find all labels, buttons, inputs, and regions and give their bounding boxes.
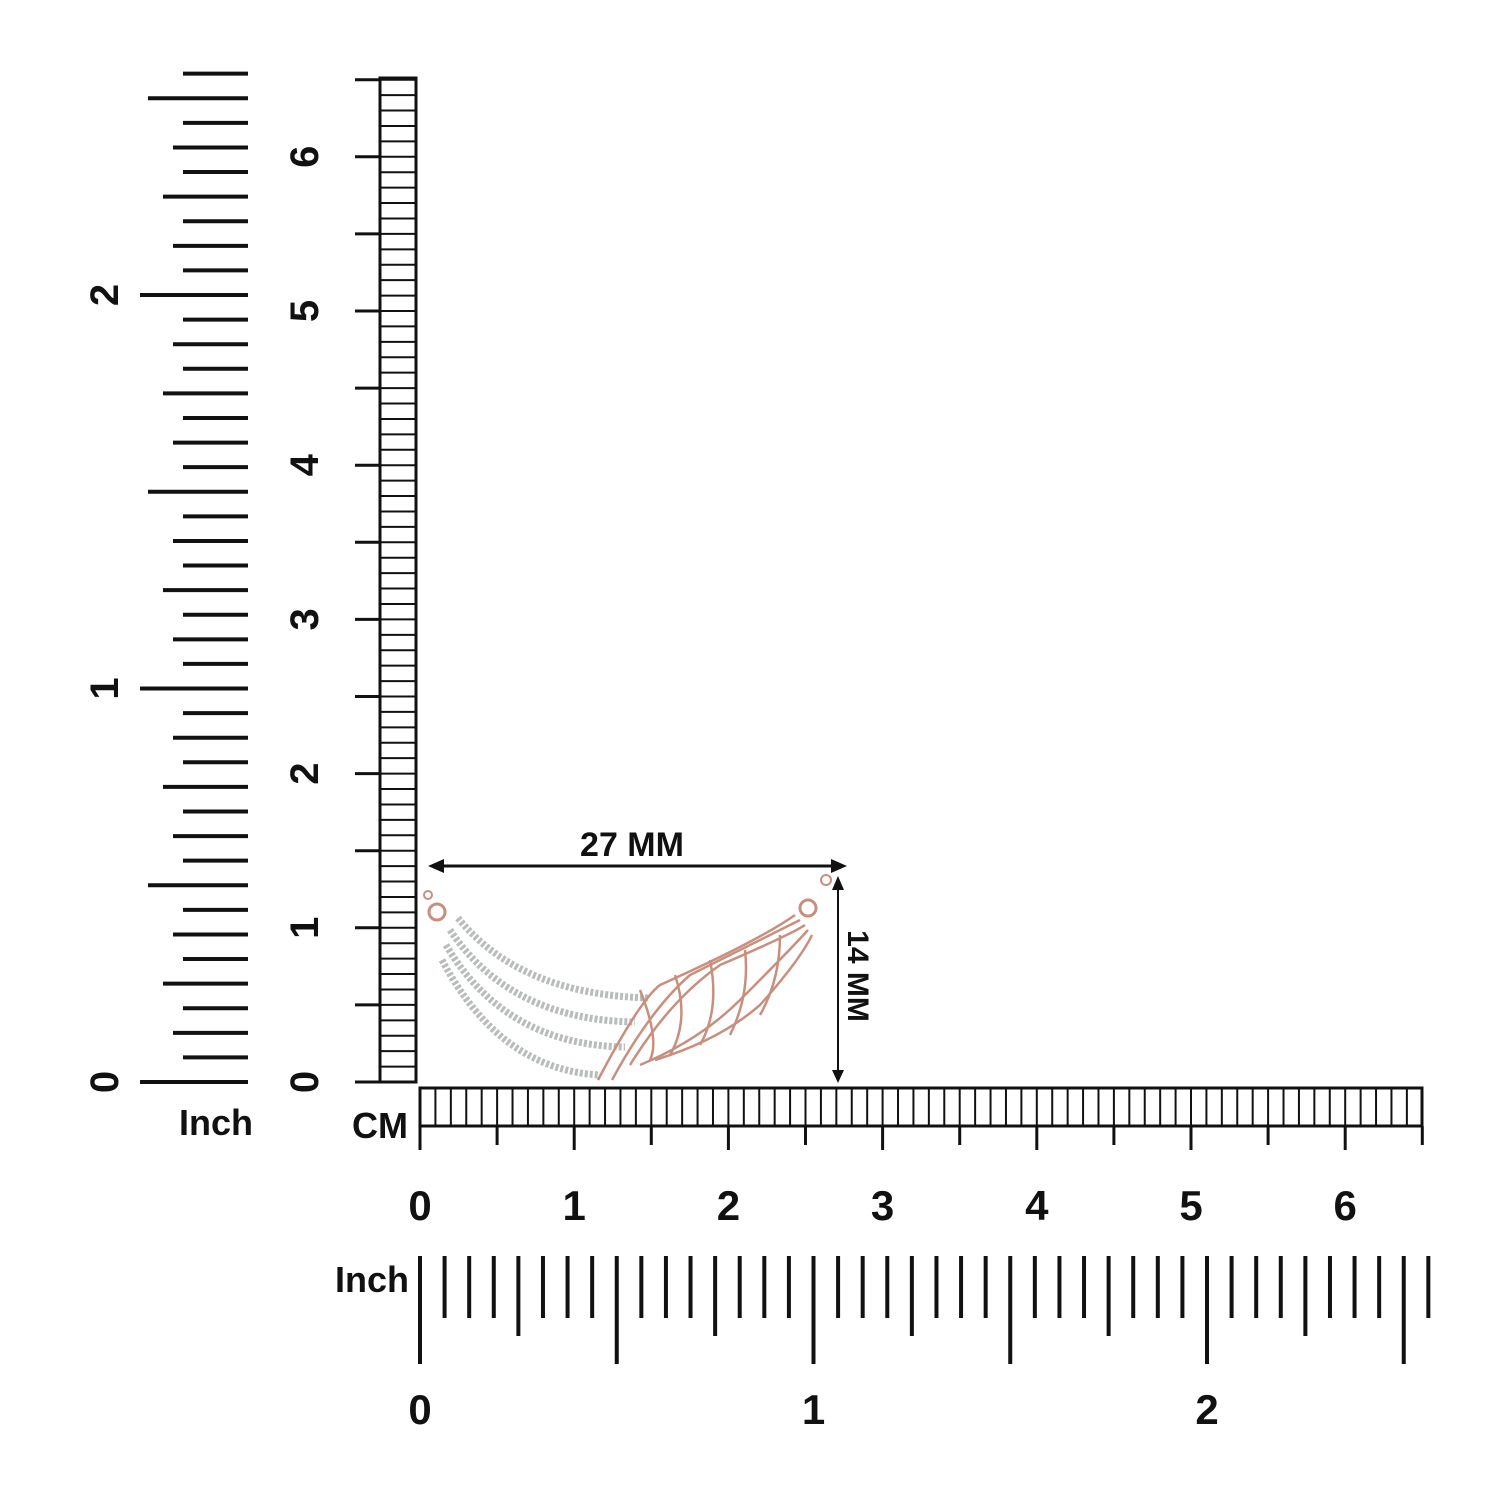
cm-tick-label: 6	[283, 146, 327, 168]
cm-tick-label: 1	[563, 1182, 586, 1229]
cm-tick-label: 2	[717, 1182, 740, 1229]
left-inch-label: Inch	[179, 1102, 253, 1143]
height-label: 14 MM	[841, 930, 874, 1022]
inch-tick-label: 0	[408, 1386, 431, 1433]
cm-tick-label: 0	[283, 1071, 327, 1093]
cm-tick-label: 1	[283, 917, 327, 939]
cm-tick-label: 5	[1179, 1182, 1202, 1229]
inch-tick-label: 2	[1195, 1386, 1218, 1433]
width-label: 27 MM	[580, 826, 684, 864]
dimension-arrows	[428, 859, 847, 1083]
cm-label: CM	[352, 1105, 408, 1146]
cm-ruler-box	[378, 76, 418, 1084]
cm-tick-label: 3	[871, 1182, 894, 1229]
cm-tick-label: 4	[1025, 1182, 1049, 1229]
inch-tick-label: 2	[83, 284, 127, 306]
inch-tick-label: 1	[83, 677, 127, 699]
cm-tick-label: 4	[283, 453, 327, 476]
inch-tick-label: 1	[802, 1386, 825, 1433]
cm-tick-label: 3	[283, 608, 327, 630]
cm-tick-label: 0	[408, 1182, 431, 1229]
cm-ruler-box	[418, 1086, 1424, 1128]
cm-tick-label: 6	[1334, 1182, 1357, 1229]
rulers	[140, 71, 1431, 1364]
pendant	[423, 874, 832, 1081]
cm-tick-label: 2	[283, 762, 327, 784]
bottom-inch-label: Inch	[335, 1259, 409, 1300]
inch-tick-label: 0	[83, 1071, 127, 1093]
cm-tick-label: 5	[283, 300, 327, 322]
